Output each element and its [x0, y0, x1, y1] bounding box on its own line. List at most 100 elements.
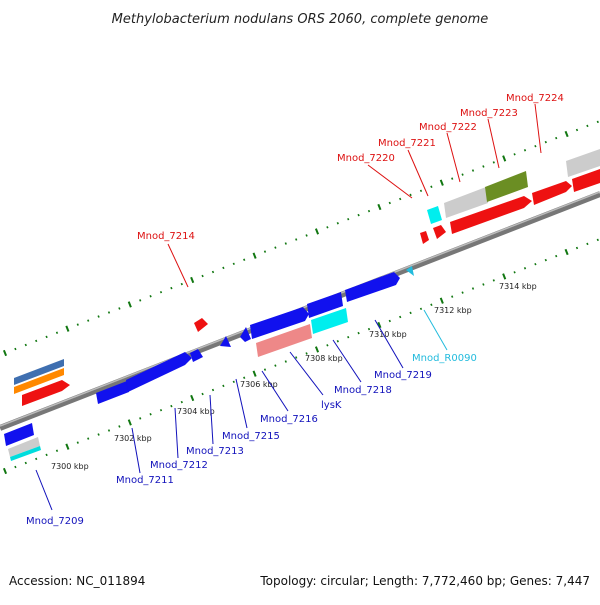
tick-mark [232, 262, 235, 266]
forward-labels: Mnod_7214 Mnod_7220 Mnod_7221 Mnod_7222 … [137, 93, 564, 242]
tick-mark [139, 299, 142, 302]
gene-feature[interactable] [14, 359, 64, 385]
gene-feature[interactable] [307, 292, 343, 318]
gene-features [4, 149, 600, 461]
tick-mark [451, 295, 454, 298]
scale-label: 7306 kbp [240, 380, 278, 389]
gene-label[interactable]: Mnod_7215 [222, 431, 280, 442]
gene-label[interactable]: Mnod_7212 [150, 460, 208, 471]
callout-line [235, 378, 248, 429]
tick-mark [201, 392, 204, 396]
tick-mark [211, 388, 215, 392]
gene-feature[interactable] [220, 336, 231, 347]
tick-mark [336, 221, 339, 225]
tick-mark [492, 161, 495, 164]
gene-feature[interactable] [420, 231, 429, 244]
gene-label[interactable]: Mnod_7216 [260, 414, 318, 425]
scale-label: 7310 kbp [369, 330, 407, 339]
gene-feature[interactable] [532, 181, 572, 205]
gene-label[interactable]: Mnod_7220 [337, 153, 395, 164]
gene-feature[interactable] [256, 324, 312, 357]
tick-mark [35, 339, 38, 343]
tick-mark [430, 185, 433, 189]
callout-line [446, 132, 461, 183]
tick-mark [388, 201, 391, 205]
tick-mark [263, 368, 267, 371]
tick-mark [118, 307, 121, 310]
gene-label[interactable]: Mnod_7214 [137, 231, 195, 242]
gene-feature[interactable] [444, 187, 488, 218]
tick-mark [159, 290, 163, 294]
tick-mark [97, 433, 100, 436]
gene-feature[interactable] [433, 225, 446, 239]
callout-lines [35, 103, 542, 511]
gene-feature[interactable] [8, 437, 40, 457]
gene-feature[interactable] [345, 272, 400, 302]
gene-feature[interactable] [10, 446, 41, 461]
gene-feature[interactable] [126, 352, 192, 392]
tick-mark [502, 273, 507, 280]
tick-mark [461, 173, 464, 176]
gene-feature[interactable] [250, 307, 309, 339]
tick-mark [586, 242, 589, 246]
gene-feature[interactable] [485, 171, 528, 202]
tick-mark [482, 283, 485, 286]
tick-mark [127, 419, 132, 426]
callout-line [367, 164, 413, 199]
tick-mark [284, 360, 287, 363]
callout-line [289, 351, 324, 396]
tick-mark [263, 250, 267, 253]
gene-feature[interactable] [240, 327, 251, 342]
gene-feature[interactable] [4, 423, 34, 446]
tick-mark [451, 177, 454, 180]
tick-mark [55, 449, 59, 453]
scale-label: 7302 kbp [114, 434, 152, 443]
gene-label[interactable]: Mnod_7213 [186, 446, 244, 457]
gene-label[interactable]: Mnod_7209 [26, 516, 84, 527]
scale-label: 7300 kbp [51, 462, 89, 471]
gene-label[interactable]: lysK [321, 400, 342, 411]
tick-mark [295, 356, 298, 359]
callout-line [174, 407, 179, 459]
tick-mark [367, 209, 371, 213]
tick-mark [326, 344, 329, 347]
gene-feature[interactable] [311, 308, 348, 334]
tick-mark [357, 213, 360, 217]
tick-mark [596, 238, 599, 242]
gene-feature[interactable] [572, 169, 600, 192]
gene-feature[interactable] [406, 266, 414, 276]
gene-feature[interactable] [22, 380, 70, 406]
tick-mark [575, 128, 579, 132]
gene-label[interactable]: Mnod_7223 [460, 108, 518, 119]
tick-mark [513, 153, 516, 156]
tick-mark [367, 327, 371, 331]
tick-mark [159, 408, 163, 412]
gene-label[interactable]: Mnod_7221 [378, 138, 436, 149]
gene-label[interactable]: Mnod_R0090 [412, 353, 477, 364]
tick-mark [347, 335, 350, 339]
tick-mark [305, 234, 308, 237]
gene-label[interactable]: Mnod_7224 [506, 93, 564, 104]
gene-label[interactable]: Mnod_7218 [334, 385, 392, 396]
gene-feature[interactable] [427, 206, 442, 224]
gene-feature[interactable] [450, 196, 532, 234]
scale-label: 7312 kbp [434, 306, 472, 315]
gene-feature[interactable] [14, 368, 64, 394]
gene-label[interactable]: Mnod_7211 [116, 475, 174, 486]
gene-feature[interactable] [566, 149, 600, 177]
tick-mark [87, 319, 90, 322]
tick-mark [222, 384, 225, 388]
gene-feature[interactable] [96, 381, 129, 404]
tick-mark [326, 226, 329, 229]
tick-mark [14, 465, 17, 469]
gene-feature[interactable] [190, 349, 203, 362]
tick-mark [482, 165, 485, 168]
gene-label[interactable]: Mnod_7222 [419, 122, 477, 133]
tick-mark [190, 276, 195, 284]
tick-mark [430, 303, 433, 307]
gene-feature[interactable] [194, 318, 208, 332]
gene-label[interactable]: Mnod_7219 [374, 370, 432, 381]
callout-line [423, 309, 448, 351]
